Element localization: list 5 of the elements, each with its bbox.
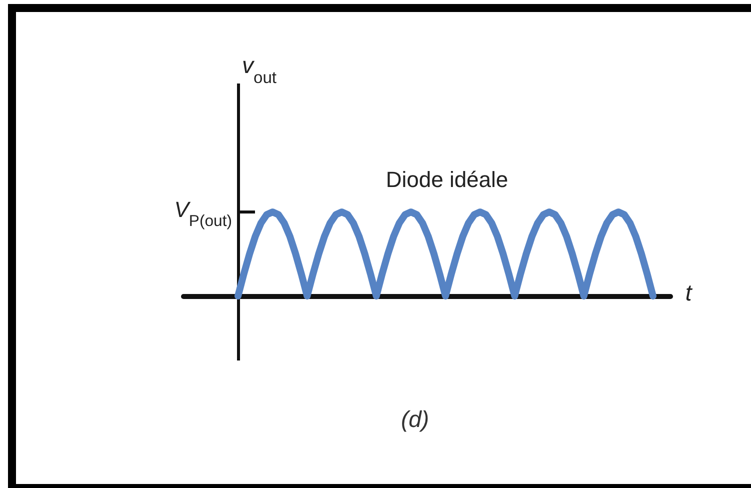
text: V$_{P(out)}$	[174, 197, 232, 230]
series-label: Diode idéale	[386, 167, 508, 192]
text: v$_{out}$	[242, 52, 277, 86]
text: (d)	[400, 406, 430, 432]
x-axis-title: t	[685, 280, 694, 306]
